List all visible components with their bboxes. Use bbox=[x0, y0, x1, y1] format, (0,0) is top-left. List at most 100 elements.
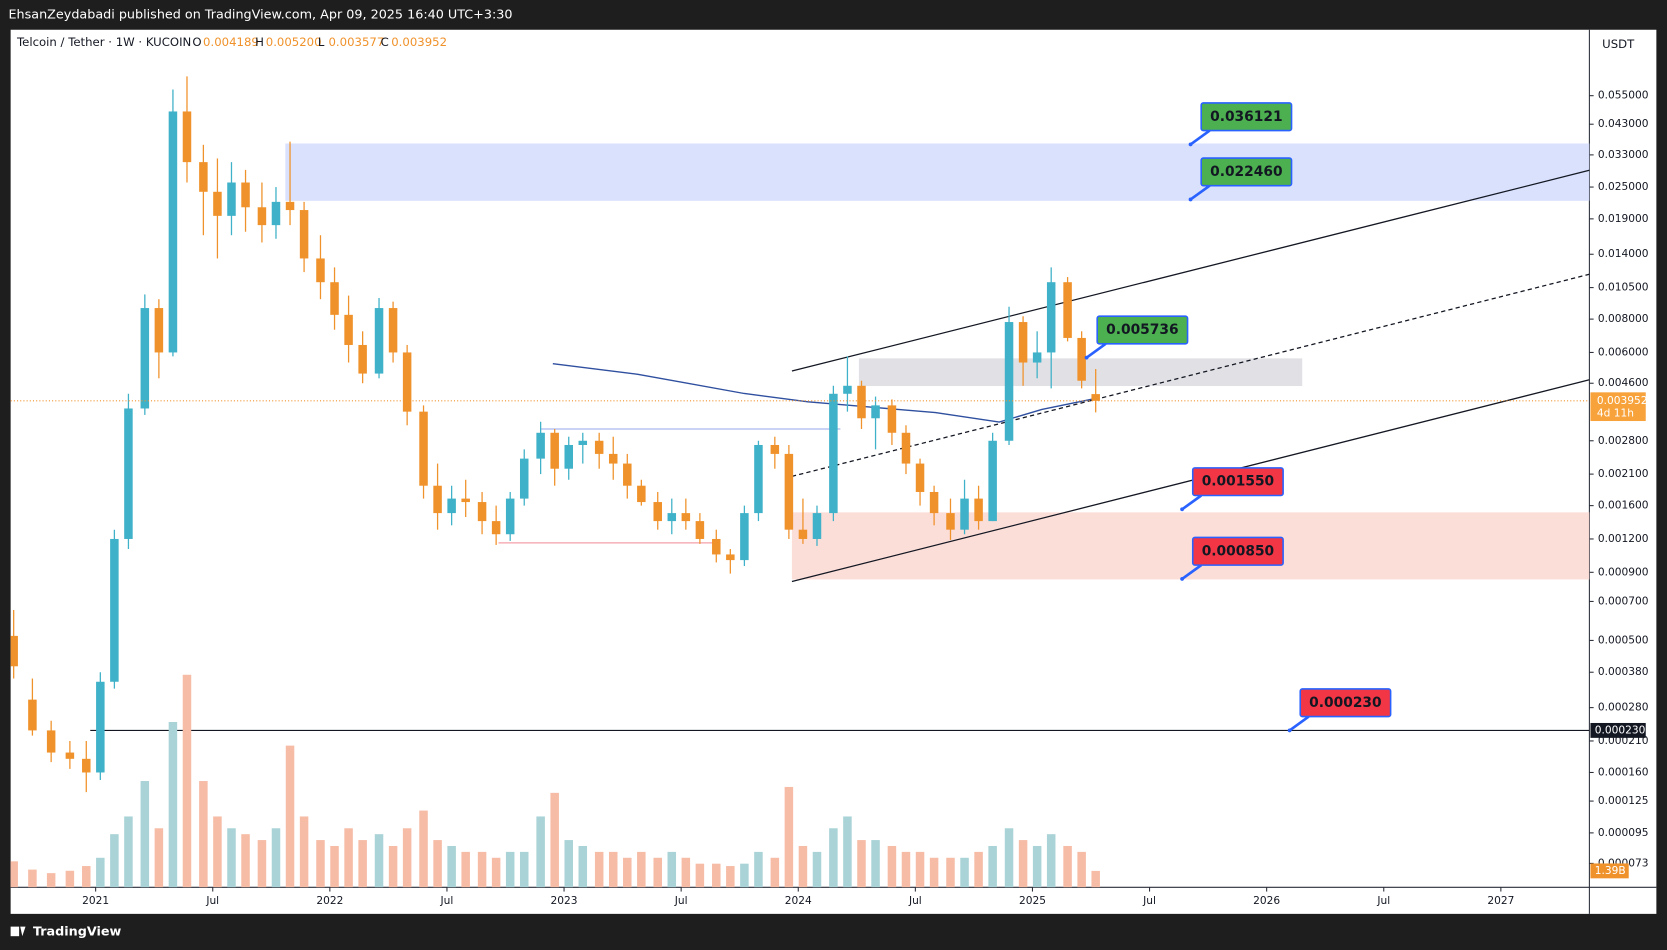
y-tick-label: 0.055000 bbox=[1598, 89, 1649, 102]
volume-bar bbox=[241, 834, 250, 888]
callout-label: 0.036121 bbox=[1210, 109, 1282, 125]
ohlc-value: 0.004189 bbox=[203, 35, 259, 49]
volume-bar bbox=[124, 816, 133, 888]
y-tick-label: 0.000900 bbox=[1598, 565, 1649, 578]
candle-body bbox=[901, 432, 911, 464]
volume-bar bbox=[477, 851, 487, 888]
volume-bar bbox=[168, 722, 178, 888]
volume-bar bbox=[65, 870, 75, 888]
candle-body bbox=[477, 502, 487, 522]
callout-anchor bbox=[1180, 577, 1185, 581]
candle-body bbox=[578, 440, 588, 445]
volume-bar bbox=[182, 674, 192, 888]
footer-brand: TradingView bbox=[33, 924, 122, 939]
candle-body bbox=[46, 730, 56, 753]
candle-body bbox=[857, 385, 866, 419]
x-tick-label: Jul bbox=[674, 894, 688, 907]
callout-anchor bbox=[1084, 355, 1089, 360]
volume-bar bbox=[271, 828, 281, 888]
candle-body bbox=[740, 513, 749, 561]
candle-body bbox=[564, 444, 573, 469]
candle-body bbox=[681, 513, 691, 522]
candle-body bbox=[124, 408, 133, 539]
candle-body bbox=[1018, 322, 1028, 363]
candle-body bbox=[154, 308, 164, 353]
callout-pointer bbox=[1181, 564, 1203, 581]
zone bbox=[285, 143, 1590, 201]
volume-bar bbox=[330, 845, 339, 888]
y-tick-label: 0.000380 bbox=[1598, 665, 1649, 678]
volume-bar bbox=[784, 786, 794, 888]
candle-body bbox=[285, 201, 295, 211]
volume-bar bbox=[1018, 840, 1028, 888]
volume-bar bbox=[726, 866, 735, 888]
candle-body bbox=[637, 485, 646, 503]
candle-body bbox=[1063, 282, 1072, 338]
volume-bar bbox=[213, 816, 222, 888]
volume-bar bbox=[667, 851, 677, 888]
y-tick-label: 0.000700 bbox=[1598, 594, 1649, 607]
volume-bar bbox=[1063, 845, 1072, 888]
volume-bar bbox=[974, 851, 983, 888]
callout-label: 0.000850 bbox=[1202, 543, 1274, 559]
volume-bar bbox=[110, 834, 119, 888]
volume-bar bbox=[285, 745, 295, 888]
callout-box bbox=[1096, 315, 1189, 345]
price-label: 0.003952 bbox=[1597, 394, 1648, 407]
candle-body bbox=[388, 308, 398, 353]
volume-bar bbox=[695, 863, 705, 888]
callout-label: 0.001550 bbox=[1202, 474, 1274, 490]
volume-bar bbox=[1077, 851, 1086, 888]
volume-bar bbox=[505, 851, 515, 888]
callout-box bbox=[1299, 688, 1392, 718]
callout-anchor bbox=[1287, 728, 1292, 733]
candle-body bbox=[812, 513, 822, 539]
ohlc-value: 0.005200 bbox=[266, 35, 322, 49]
y-tick-label: 0.002100 bbox=[1598, 467, 1649, 480]
x-tick-label: 2022 bbox=[316, 894, 343, 907]
callout-label: 0.022460 bbox=[1210, 164, 1282, 180]
callout-pointer bbox=[1085, 342, 1107, 359]
candle-body bbox=[988, 440, 997, 522]
candle-body bbox=[974, 498, 983, 522]
volume-bar bbox=[316, 840, 325, 888]
candle-body bbox=[1004, 322, 1014, 441]
candle-body bbox=[358, 344, 367, 374]
candle-body bbox=[929, 491, 939, 514]
volume-bar bbox=[82, 866, 91, 888]
volume-bar bbox=[988, 845, 997, 888]
candle-body bbox=[227, 182, 236, 216]
callout-pointer bbox=[1181, 494, 1203, 511]
candle-body bbox=[594, 440, 604, 454]
candle-body bbox=[754, 444, 763, 514]
volume-bar bbox=[388, 845, 398, 888]
candle-body bbox=[712, 538, 721, 555]
candle-body bbox=[419, 411, 428, 486]
callout-label: 0.005736 bbox=[1106, 322, 1178, 338]
y-tick-label: 0.000095 bbox=[1598, 826, 1649, 839]
candle-body bbox=[1032, 352, 1042, 363]
logo: TradingView bbox=[10, 924, 122, 939]
candle-body bbox=[608, 453, 618, 464]
y-tick-label: 0.000160 bbox=[1598, 765, 1649, 778]
candle-body bbox=[257, 207, 267, 226]
candle-body bbox=[726, 554, 735, 561]
volume-bar bbox=[857, 840, 866, 888]
candle-body bbox=[843, 385, 852, 394]
candle-body bbox=[770, 444, 780, 454]
volume-bar bbox=[154, 828, 164, 888]
candle-body bbox=[96, 681, 105, 773]
volume-bar bbox=[740, 863, 749, 888]
candle-body bbox=[374, 308, 384, 374]
candle-body bbox=[330, 282, 339, 315]
candle-body bbox=[213, 191, 222, 216]
volume-bar bbox=[491, 857, 501, 888]
volume-bar bbox=[608, 851, 618, 888]
volume-bar bbox=[374, 834, 384, 888]
y-tick-label: 0.025000 bbox=[1598, 180, 1649, 193]
volume-bar bbox=[623, 857, 632, 888]
callout-pointer bbox=[1189, 184, 1211, 201]
axis-price-box bbox=[1590, 722, 1646, 738]
volume-bar bbox=[358, 840, 367, 888]
trendline bbox=[791, 169, 1590, 372]
